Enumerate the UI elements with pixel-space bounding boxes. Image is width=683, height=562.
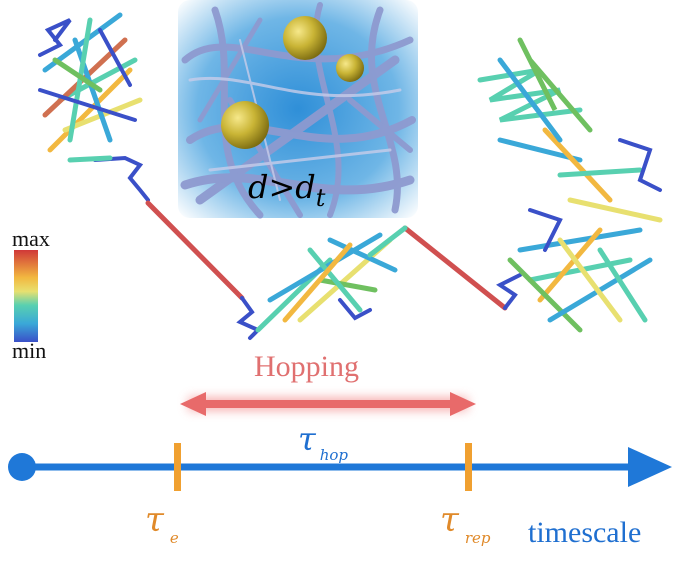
tau-e-tick	[174, 443, 181, 491]
hopping-label: Hopping	[254, 350, 359, 383]
tau-rep-label: τ rep	[440, 500, 491, 547]
colorbar	[14, 250, 38, 342]
timeline-axis	[8, 443, 672, 491]
trajectory-middle-cluster	[236, 225, 408, 340]
tau-hop-label: τ hop	[298, 420, 348, 464]
timeline-arrowhead	[628, 447, 672, 487]
colorbar-max-label: max	[12, 226, 50, 251]
hopping-arrow	[180, 392, 476, 416]
network-inset: d>dt	[178, 0, 418, 219]
tau-rep-tick	[465, 443, 472, 491]
colorbar-gradient	[14, 250, 38, 342]
trajectory-left-cluster	[38, 12, 150, 202]
trajectory-right-cluster	[477, 37, 663, 333]
inset-condition-label: d>dt	[248, 168, 326, 212]
colorbar-min-label: min	[12, 338, 47, 363]
hopping-jumps	[145, 200, 508, 311]
timescale-label: timescale	[528, 516, 642, 549]
